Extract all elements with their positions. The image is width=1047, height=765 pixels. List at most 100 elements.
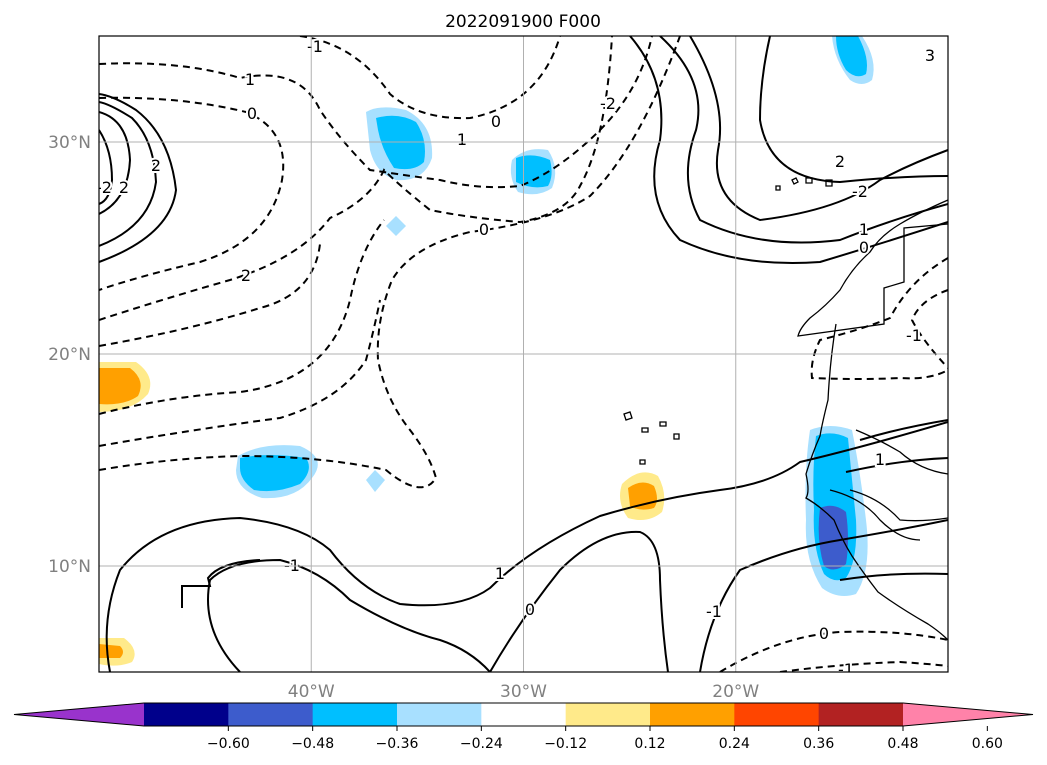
contour-solid-east-5 (859, 419, 948, 441)
coastline-africa (623, 177, 948, 641)
shade-small-dot-north (386, 216, 406, 236)
colorbar-tick-label: 0.24 (719, 736, 750, 752)
shade-west-edge-orange-core (99, 368, 141, 405)
contour-label: 0 (247, 104, 257, 123)
contour-label: 0 (819, 624, 829, 643)
contour-label: 0 (479, 220, 489, 239)
contour-label: 1 (875, 450, 885, 469)
contour-label: 1 (245, 70, 255, 89)
contour-label: 0 (859, 238, 869, 257)
contour-solid-south-1 (105, 421, 948, 672)
lat-tick-label: 10°N (48, 557, 91, 577)
contour-label: 1 (859, 220, 869, 239)
contour-solid-south-3 (181, 559, 261, 608)
shade-southwest-blue-core (240, 455, 309, 492)
contour-solid-east-6 (845, 457, 948, 473)
contour-label: -2 (96, 178, 112, 197)
colorbar-tick-label: 0.48 (887, 736, 918, 752)
lat-tick-label: 20°N (48, 345, 91, 365)
colorbar-segment (144, 703, 229, 726)
coastline-cape-verde (623, 411, 680, 465)
coastline-inland-rivers (829, 429, 948, 541)
colorbar-segment (565, 703, 651, 726)
latitude-labels: 30°N 20°N 10°N (48, 133, 91, 577)
contour-label: 3 (925, 46, 935, 65)
contour-label: 1 (495, 564, 505, 583)
colorbar-tick-label: −0.48 (291, 736, 334, 752)
contour-solid-south-6 (839, 572, 948, 581)
lon-tick-label: 30°W (500, 682, 547, 702)
contour-dashed-mid-2 (99, 219, 385, 415)
coastline-west-africa (805, 323, 948, 641)
contour-dashed-mid-3 (99, 299, 381, 447)
contour-solid-south-5 (699, 519, 948, 672)
contour-solid-south-4 (489, 530, 669, 672)
colorbar-tick-label: −0.12 (544, 736, 587, 752)
contour-dashed-ne-1 (299, 36, 561, 120)
contour-label: 2 (835, 152, 845, 171)
contour-solid-nw-2 (99, 129, 114, 205)
colorbar-outline (13, 702, 1034, 727)
chart-title: 2022091900 F000 (445, 12, 601, 32)
colorbar-tick-label: −0.24 (460, 736, 503, 752)
colorbar-extend-low (14, 703, 144, 726)
coastline-nw-africa (797, 199, 948, 337)
contour-dashed-ne-2 (810, 257, 948, 380)
contour-solid-east-3 (629, 36, 948, 265)
contour-solid-east-1 (689, 36, 948, 222)
colorbar-segment (734, 703, 820, 726)
colorbar-tick-label: 0.12 (634, 736, 665, 752)
map-frame (98, 35, 949, 673)
colorbar-segment (312, 703, 398, 726)
colorbar-segment (397, 703, 482, 726)
contour-solid-east-4 (758, 36, 948, 184)
shade-small-dot-south (366, 470, 385, 492)
contour-label: 2 (119, 178, 129, 197)
contour-solid-nw-3 (99, 101, 158, 247)
shade-sw-corner-orange-core (99, 644, 123, 658)
contour-lines (99, 36, 948, 672)
gridlines (99, 36, 948, 672)
colorbar-tick-label: 0.60 (972, 736, 1003, 752)
colorbar-segment (650, 703, 735, 726)
shade-ne-corner-core (836, 36, 867, 77)
contour-dashed-mid-1 (99, 243, 321, 347)
contour-solid-south-2 (207, 558, 491, 672)
contour-label: -1 (706, 602, 722, 621)
lat-tick-label: 30°N (48, 133, 91, 153)
colorbar-extend-high (903, 703, 1033, 726)
contour-label: 2 (151, 156, 161, 175)
lon-tick-label: 20°W (712, 682, 759, 702)
contour-label: -1 (307, 37, 323, 56)
contour-solid-nw-4 (99, 93, 178, 263)
contour-dashed-se-2 (779, 660, 948, 672)
contour-dashed-se-1 (719, 630, 948, 672)
contour-label: -1 (906, 326, 922, 345)
contour-dashed-top-3 (99, 36, 613, 321)
contour-solid-east-2 (659, 36, 948, 244)
colorbar-segment (481, 703, 567, 726)
coastline-canary-islands (775, 177, 833, 191)
colorbar-segment (228, 703, 314, 726)
contour-label: 0 (525, 600, 535, 619)
contour-label: 1 (457, 130, 467, 149)
contour-dashed-mid-4 (99, 36, 681, 489)
contour-label: -2 (600, 94, 616, 113)
contour-label: 2 (241, 266, 251, 285)
shade-30w-north-core (516, 155, 552, 188)
longitude-labels: 40°W 30°W 20°W (288, 682, 760, 702)
contour-dashed-top-2 (99, 96, 285, 291)
colorbar-tick-label: −0.60 (207, 736, 250, 752)
contour-label: -1 (838, 660, 854, 679)
contour-label: -2 (852, 182, 868, 201)
colorbar: −0.60 −0.48 −0.36 −0.24 −0.12 0.12 0.24 0.36 0.4… (13, 702, 1034, 752)
contour-dashed-ne-3 (910, 289, 948, 369)
colorbar-tick-label: −0.36 (376, 736, 419, 752)
shade-west-africa-deep (818, 505, 848, 570)
lon-tick-label: 40°W (288, 682, 335, 702)
colorbar-tick-label: 0.36 (803, 736, 834, 752)
contour-label: 0 (491, 112, 501, 131)
shading-layer (99, 36, 874, 666)
contour-solid-nw-1 (99, 111, 132, 215)
